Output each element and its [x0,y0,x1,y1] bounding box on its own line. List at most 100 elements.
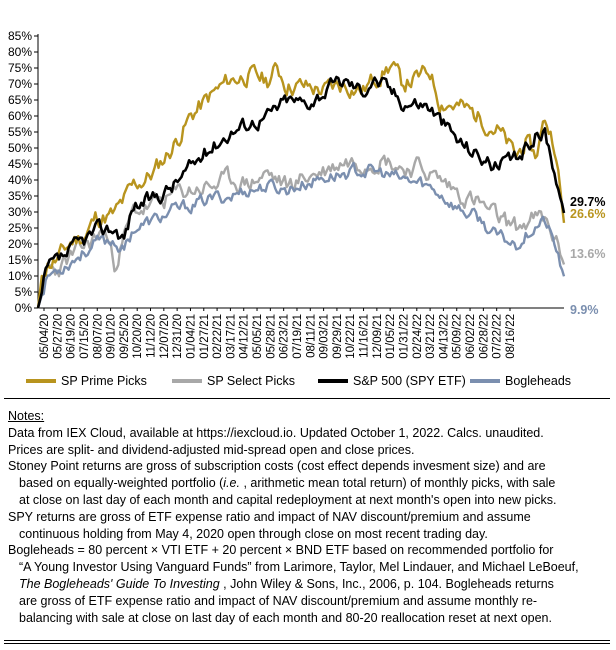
x-tick-label: 05/09/22 [452,314,464,359]
legend-item-select[interactable]: SP Select Picks [172,374,295,388]
divider-bottom-2 [4,643,610,644]
x-tick-label: 12/09/21 [372,314,384,359]
note-bogle-d: are gross of ETF expense ratio and impac… [19,593,538,608]
y-tick-label: 75% [8,61,32,75]
x-tick-label: 05/05/21 [252,314,264,359]
y-tick-label: 15% [8,253,32,267]
line-chart: 0% 5% 10% 15% 20% 25% 30% 35% 40% 45% 50% 55% 60% 65%… [8,29,605,359]
end-value-label: 13.6% [570,247,605,261]
series-line-0 [36,61,566,309]
x-tick-label: 07/22/22 [492,314,504,359]
x-tick-label: 03/17/21 [225,314,237,359]
x-tick-label: 12/31/20 [172,314,184,359]
x-tick-label: 02/24/22 [412,314,424,359]
y-tick-label: 45% [8,157,32,171]
legend-label-select: SP Select Picks [207,374,296,388]
legend-item-prime[interactable]: SP Prime Picks [26,374,147,388]
x-tick-label: 01/27/21 [199,314,211,359]
note-stoney-b1: based on equally-weighted portfolio ( [19,476,224,491]
chart-legend: SP Prime Picks SP Select Picks S&P 500 (… [0,372,616,392]
x-tick-label: 06/19/20 [66,314,78,359]
y-tick-label: 40% [8,173,32,187]
x-tick-label: 09/25/20 [119,314,131,359]
x-tick-label: 04/13/22 [438,314,450,359]
series-line-1 [36,154,566,309]
x-tick-label: 01/05/22 [385,314,397,359]
note-bogle-c: The Bogleheads' Guide To Investing , Joh… [8,576,608,593]
x-tick-label: 07/19/21 [292,314,304,359]
note-stoney-b2: , arithmetic mean total return) of month… [239,476,556,491]
y-tick-label: 25% [8,221,32,235]
y-tick-label: 30% [8,205,32,219]
end-value-label: 9.9% [570,303,599,317]
note-stoney-b: based on equally-weighted portfolio (i.e… [8,475,608,492]
x-tick-label: 04/12/21 [239,314,251,359]
x-tick-label: 08/16/22 [505,314,517,359]
y-tick-label: 85% [8,29,32,43]
note-spy-a: SPY returns are gross of ETF expense rat… [8,509,531,524]
y-tick-label: 60% [8,109,32,123]
y-tick-label: 70% [8,77,32,91]
x-tick-label: 07/15/20 [79,314,91,359]
series-line-2 [36,75,566,309]
divider-top [4,398,610,399]
notes-title: Notes: [8,409,45,423]
note-bogle-b: “A Young Investor Using Vanguard Funds” … [19,560,579,575]
legend-swatch-bogleheads [470,379,500,383]
x-tick-label: 09/01/20 [106,314,118,359]
x-tick-label: 06/23/21 [279,314,291,359]
x-tick-label: 05/28/21 [265,314,277,359]
chart-axes: 0% 5% 10% 15% 20% 25% 30% 35% 40% 45% 50% 55% 60% 65%… [8,29,564,359]
y-tick-label: 50% [8,141,32,155]
x-tick-label: 01/31/22 [398,314,410,359]
x-tick-label: 11/12/20 [146,314,158,358]
y-tick-label: 55% [8,125,32,139]
x-tick-label: 08/11/21 [305,314,317,358]
note-data-source: Data from IEX Cloud, available at https:… [8,425,544,440]
chart-series [36,61,566,309]
legend-swatch-select [172,379,202,383]
y-tick-label: 10% [8,269,32,283]
legend-swatch-spy [318,379,348,383]
y-tick-label: 20% [8,237,32,251]
x-tick-label: 09/29/21 [332,314,344,359]
note-stoney-c: at close on last day of each month and c… [19,492,557,507]
notes-section: Notes: Data from IEX Cloud, available at… [8,408,608,626]
note-bogle-e: balancing with sale at close on last day… [19,610,552,625]
x-tick-label: 03/21/22 [425,314,437,359]
legend-label-bogleheads: Bogleheads [505,374,572,388]
legend-item-bogleheads[interactable]: Bogleheads [470,374,571,388]
legend-swatch-prime [26,379,56,383]
note-bogle-c2: , John Wiley & Sons, Inc., 2006, p. 104.… [219,576,554,591]
legend-label-prime: SP Prime Picks [61,374,147,388]
x-tick-label: 08/07/20 [92,314,104,359]
y-tick-label: 0% [15,301,33,315]
x-tick-label: 05/27/20 [52,314,64,359]
x-tick-label: 11/16/21 [359,314,371,358]
y-tick-label: 65% [8,93,32,107]
note-spy-b: continuous holding from May 4, 2020 open… [19,526,488,541]
note-stoney-a: Stoney Point returns are gross of subscr… [8,459,546,474]
x-tick-label: 01/04/21 [185,314,197,359]
legend-label-spy: S&P 500 (SPY ETF) [353,374,466,388]
note-prices: Prices are split- and dividend-adjusted … [8,442,415,457]
x-tick-label: 06/02/22 [465,314,477,359]
x-tick-label: 06/28/22 [478,314,490,359]
x-tick-label: 10/20/20 [132,314,144,359]
end-value-label: 29.7% [570,195,605,209]
x-tick-label: 10/22/21 [345,314,357,359]
end-value-label: 26.6% [570,207,605,221]
x-tick-label: 05/04/20 [39,314,51,359]
x-tick-label: 09/03/21 [319,314,331,359]
x-tick-label: 12/07/20 [159,314,171,359]
x-tick-label: 02/22/21 [212,314,224,359]
note-bogle-a: Bogleheads = 80 percent × VTI ETF + 20 p… [8,543,554,558]
legend-item-spy[interactable]: S&P 500 (SPY ETF) [318,374,466,388]
note-stoney-ie: i.e. [223,476,240,491]
y-tick-label: 5% [15,285,33,299]
divider-bottom-1 [4,640,610,641]
note-bogle-book: The Bogleheads' Guide To Investing [19,576,220,591]
y-tick-label: 80% [8,45,32,59]
series-line-3 [36,161,566,309]
y-tick-label: 35% [8,189,32,203]
